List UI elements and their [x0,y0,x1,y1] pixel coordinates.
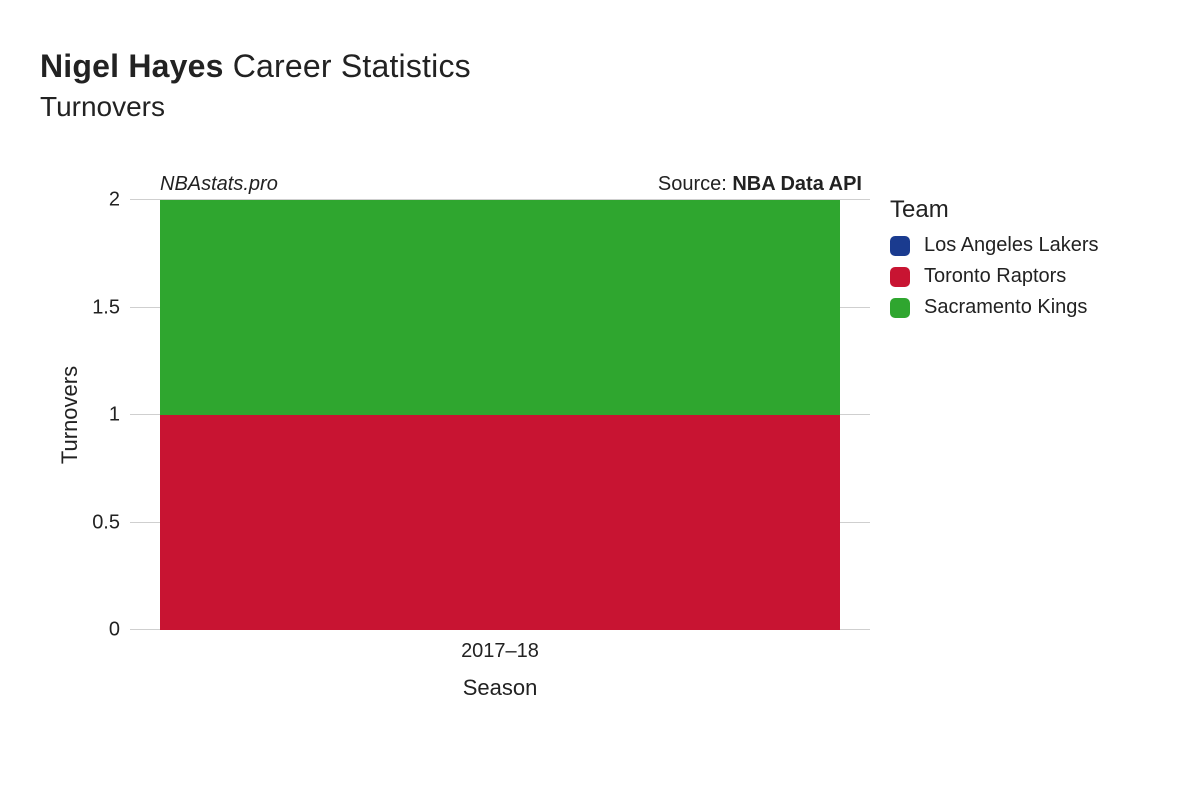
bar-stack [160,200,841,630]
x-tick-label: 2017–18 [461,630,539,663]
legend-swatch [890,236,910,256]
legend-label: Toronto Raptors [924,265,1066,288]
y-tick-label: 1 [109,404,130,427]
y-tick-label: 1.5 [92,296,130,319]
legend-title: Team [890,196,1099,224]
legend-item: Los Angeles Lakers [890,234,1099,257]
attribution-site: NBAstats.pro [160,173,278,196]
bar-segment [160,200,841,415]
y-tick-label: 0 [109,619,130,642]
legend-item: Sacramento Kings [890,296,1099,319]
title-suffix: Career Statistics [224,48,471,84]
legend-swatch [890,267,910,287]
y-tick-label: 2 [109,189,130,212]
y-tick-label: 0.5 [92,511,130,534]
legend-label: Sacramento Kings [924,296,1087,319]
player-name: Nigel Hayes [40,48,224,84]
legend: Team Los Angeles Lakers Toronto Raptors Sa… [890,196,1099,327]
y-axis-label: Turnovers [57,366,83,464]
page-subtitle: Turnovers [40,91,1160,123]
plot-area: NBAstats.pro Source: NBA Data API Turnov… [130,200,870,630]
chart: NBAstats.pro Source: NBA Data API Turnov… [90,170,1160,730]
legend-label: Los Angeles Lakers [924,234,1099,257]
legend-swatch [890,298,910,318]
bar-segment [160,415,841,630]
attribution-source: Source: NBA Data API [658,173,862,196]
page-title: Nigel Hayes Career Statistics [40,48,1160,85]
source-name: NBA Data API [732,173,862,195]
legend-item: Toronto Raptors [890,265,1099,288]
x-axis-label: Season [463,675,538,701]
source-label: Source: [658,173,732,195]
